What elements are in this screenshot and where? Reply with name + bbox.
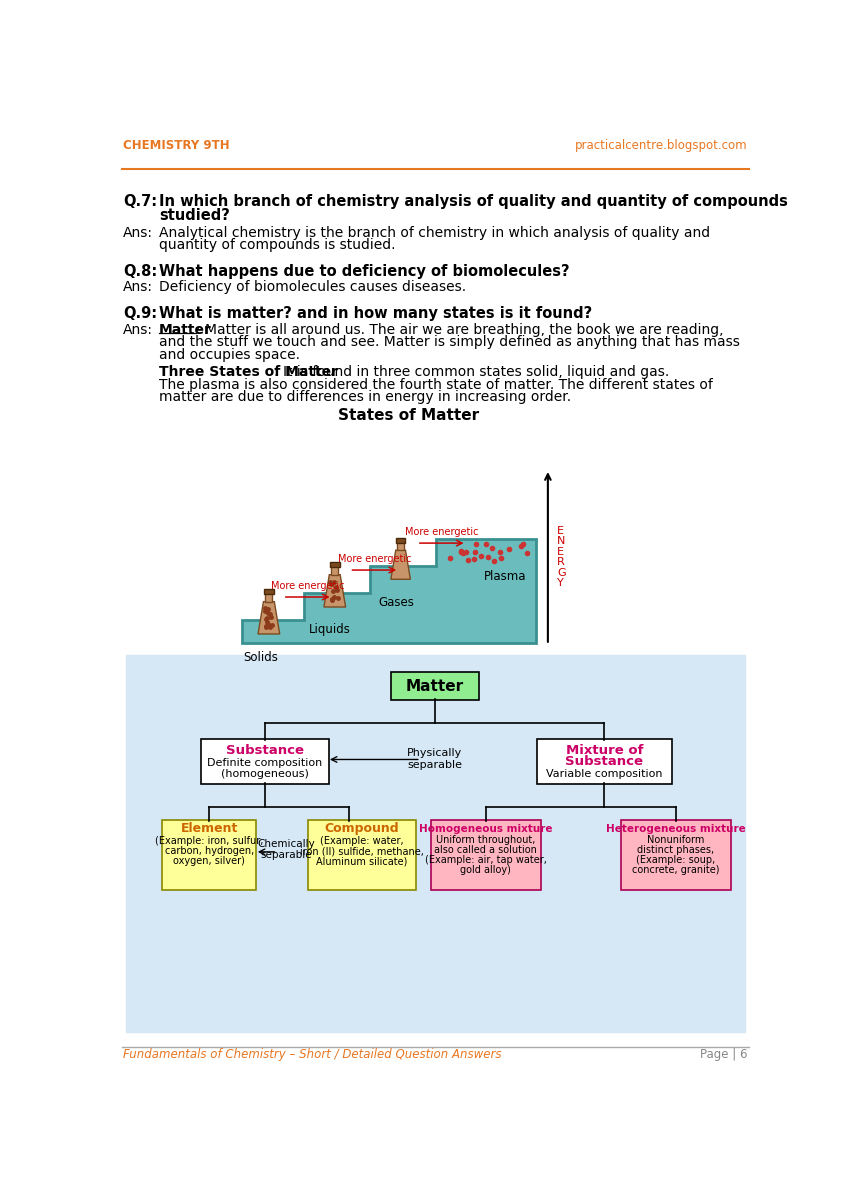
- FancyBboxPatch shape: [162, 820, 256, 891]
- Text: Mixture of: Mixture of: [565, 744, 644, 757]
- Text: concrete, granite): concrete, granite): [632, 864, 719, 875]
- Text: More energetic: More energetic: [271, 582, 345, 591]
- FancyBboxPatch shape: [537, 739, 672, 784]
- Text: Chemically: Chemically: [258, 839, 316, 849]
- Text: The plasma is also considered the fourth state of matter. The different states o: The plasma is also considered the fourth…: [159, 377, 712, 392]
- Text: Q.7:: Q.7:: [123, 195, 157, 209]
- Text: carbon, hydrogen,: carbon, hydrogen,: [165, 846, 254, 856]
- Text: : Matter is all around us. The air we are breathing, the book we are reading,: : Matter is all around us. The air we ar…: [196, 323, 723, 337]
- Text: quantity of compounds is studied.: quantity of compounds is studied.: [159, 238, 396, 252]
- Polygon shape: [329, 561, 340, 567]
- Bar: [126, 655, 745, 1033]
- Text: Heterogeneous mixture: Heterogeneous mixture: [606, 823, 745, 834]
- Polygon shape: [397, 542, 404, 551]
- Text: (homogeneous): (homogeneous): [221, 769, 309, 779]
- Text: Variable composition: Variable composition: [546, 769, 663, 779]
- Text: Liquids: Liquids: [308, 623, 351, 636]
- Text: and the stuff we touch and see. Matter is simply defined as anything that has ma: and the stuff we touch and see. Matter i…: [159, 335, 739, 350]
- Polygon shape: [242, 540, 537, 643]
- Text: (Example: soup,: (Example: soup,: [636, 855, 716, 864]
- Text: Fundamentals of Chemistry – Short / Detailed Question Answers: Fundamentals of Chemistry – Short / Deta…: [123, 1047, 502, 1060]
- Text: Q.8:: Q.8:: [123, 263, 157, 279]
- Text: More energetic: More energetic: [405, 528, 479, 537]
- Text: Analytical chemistry is the branch of chemistry in which analysis of quality and: Analytical chemistry is the branch of ch…: [159, 226, 710, 240]
- FancyBboxPatch shape: [308, 820, 416, 891]
- Text: Page | 6: Page | 6: [700, 1047, 747, 1060]
- Polygon shape: [391, 551, 410, 579]
- Polygon shape: [396, 538, 405, 543]
- Text: Element: Element: [181, 822, 238, 835]
- FancyBboxPatch shape: [201, 739, 329, 784]
- Polygon shape: [324, 575, 346, 607]
- Text: Q.9:: Q.9:: [123, 307, 157, 321]
- Text: iron (II) sulfide, methane,: iron (II) sulfide, methane,: [300, 846, 424, 856]
- Text: Matter: Matter: [406, 679, 464, 694]
- Text: Ans:: Ans:: [123, 280, 153, 293]
- Text: More energetic: More energetic: [338, 554, 411, 565]
- Text: Aluminum silicate): Aluminum silicate): [316, 856, 408, 867]
- FancyBboxPatch shape: [430, 820, 541, 891]
- Text: What is matter? and in how many states is it found?: What is matter? and in how many states i…: [159, 307, 592, 321]
- Text: Matter: Matter: [159, 323, 211, 337]
- Text: : It is found in three common states solid, liquid and gas.: : It is found in three common states sol…: [274, 365, 670, 379]
- Text: also called a solution: also called a solution: [435, 845, 537, 855]
- Polygon shape: [264, 589, 274, 594]
- Text: Homogeneous mixture: Homogeneous mixture: [419, 823, 553, 834]
- Text: Three States of Matter: Three States of Matter: [159, 365, 338, 379]
- Text: What happens due to deficiency of biomolecules?: What happens due to deficiency of biomol…: [159, 263, 570, 279]
- FancyBboxPatch shape: [621, 820, 731, 891]
- Polygon shape: [331, 565, 338, 575]
- Polygon shape: [266, 593, 273, 602]
- Text: CHEMISTRY 9TH: CHEMISTRY 9TH: [123, 139, 230, 151]
- Text: Ans:: Ans:: [123, 226, 153, 240]
- Text: Compound: Compound: [324, 822, 399, 835]
- Text: matter are due to differences in energy in increasing order.: matter are due to differences in energy …: [159, 389, 571, 404]
- Text: separable: separable: [261, 850, 312, 859]
- Text: oxygen, silver): oxygen, silver): [173, 856, 245, 867]
- Text: Substance: Substance: [226, 744, 304, 757]
- Text: Nonuniform: Nonuniform: [647, 835, 705, 845]
- Text: In which branch of chemistry analysis of quality and quantity of compounds: In which branch of chemistry analysis of…: [159, 195, 788, 209]
- Text: Deficiency of biomolecules causes diseases.: Deficiency of biomolecules causes diseas…: [159, 280, 466, 293]
- Text: distinct phases,: distinct phases,: [638, 845, 714, 855]
- Text: (Example: iron, sulfur,: (Example: iron, sulfur,: [155, 837, 263, 846]
- Text: Plasma: Plasma: [484, 570, 527, 583]
- Text: and occupies space.: and occupies space.: [159, 347, 300, 362]
- Text: studied?: studied?: [159, 208, 230, 224]
- FancyBboxPatch shape: [391, 672, 479, 701]
- Text: States of Matter: States of Matter: [338, 407, 479, 423]
- Text: (Example: air, tap water,: (Example: air, tap water,: [425, 855, 547, 864]
- Text: separable: separable: [408, 760, 462, 769]
- Text: Substance: Substance: [565, 755, 644, 768]
- Text: practicalcentre.blogspot.com: practicalcentre.blogspot.com: [575, 139, 747, 151]
- Text: Solids: Solids: [244, 651, 278, 664]
- Polygon shape: [258, 602, 279, 633]
- Text: Definite composition: Definite composition: [207, 757, 323, 768]
- Text: Gases: Gases: [379, 596, 414, 609]
- Text: Ans:: Ans:: [123, 323, 153, 337]
- Text: gold alloy): gold alloy): [460, 864, 511, 875]
- Text: Physically: Physically: [408, 749, 463, 758]
- Text: (Example: water,: (Example: water,: [320, 837, 403, 846]
- Text: E
N
E
R
G
Y: E N E R G Y: [557, 526, 565, 588]
- Text: Uniform throughout,: Uniform throughout,: [436, 835, 536, 845]
